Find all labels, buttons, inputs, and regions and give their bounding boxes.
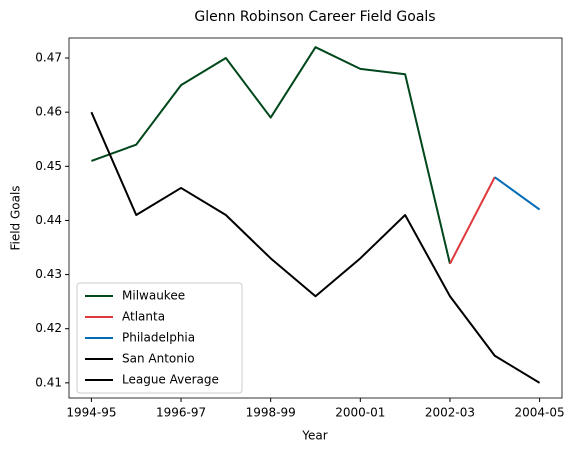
legend-label: Milwaukee: [122, 289, 185, 303]
series-line: [449, 176, 496, 265]
y-tick-label: 0.45: [35, 159, 62, 173]
legend-label: Philadelphia: [122, 331, 195, 345]
chart-title: Glenn Robinson Career Field Goals: [194, 9, 435, 25]
x-tick-label: 2000-01: [335, 406, 385, 420]
y-tick-label: 0.42: [35, 321, 62, 335]
x-tick-label: 1996-97: [156, 406, 206, 420]
x-tick-label: 2002-03: [425, 406, 475, 420]
y-tick-label: 0.47: [35, 51, 62, 65]
x-tick-label: 2004-05: [515, 406, 565, 420]
series-line: [91, 46, 451, 264]
y-tick-label: 0.41: [35, 375, 62, 389]
legend-label: League Average: [122, 373, 219, 387]
legend-label: Atlanta: [122, 310, 165, 324]
series-line: [90, 111, 541, 384]
y-tick-label: 0.44: [35, 213, 62, 227]
series-line: [494, 176, 541, 211]
y-axis-label: Field Goals: [9, 185, 23, 250]
y-tick-label: 0.46: [35, 105, 62, 119]
legend-label: San Antonio: [122, 352, 195, 366]
plot-frame: [68, 37, 563, 399]
legend-box: [76, 282, 243, 394]
x-tick-label: 1994-95: [66, 406, 116, 420]
x-tick-label: 1998-99: [246, 406, 296, 420]
x-axis-label: Year: [301, 429, 327, 443]
y-tick-label: 0.43: [35, 267, 62, 281]
